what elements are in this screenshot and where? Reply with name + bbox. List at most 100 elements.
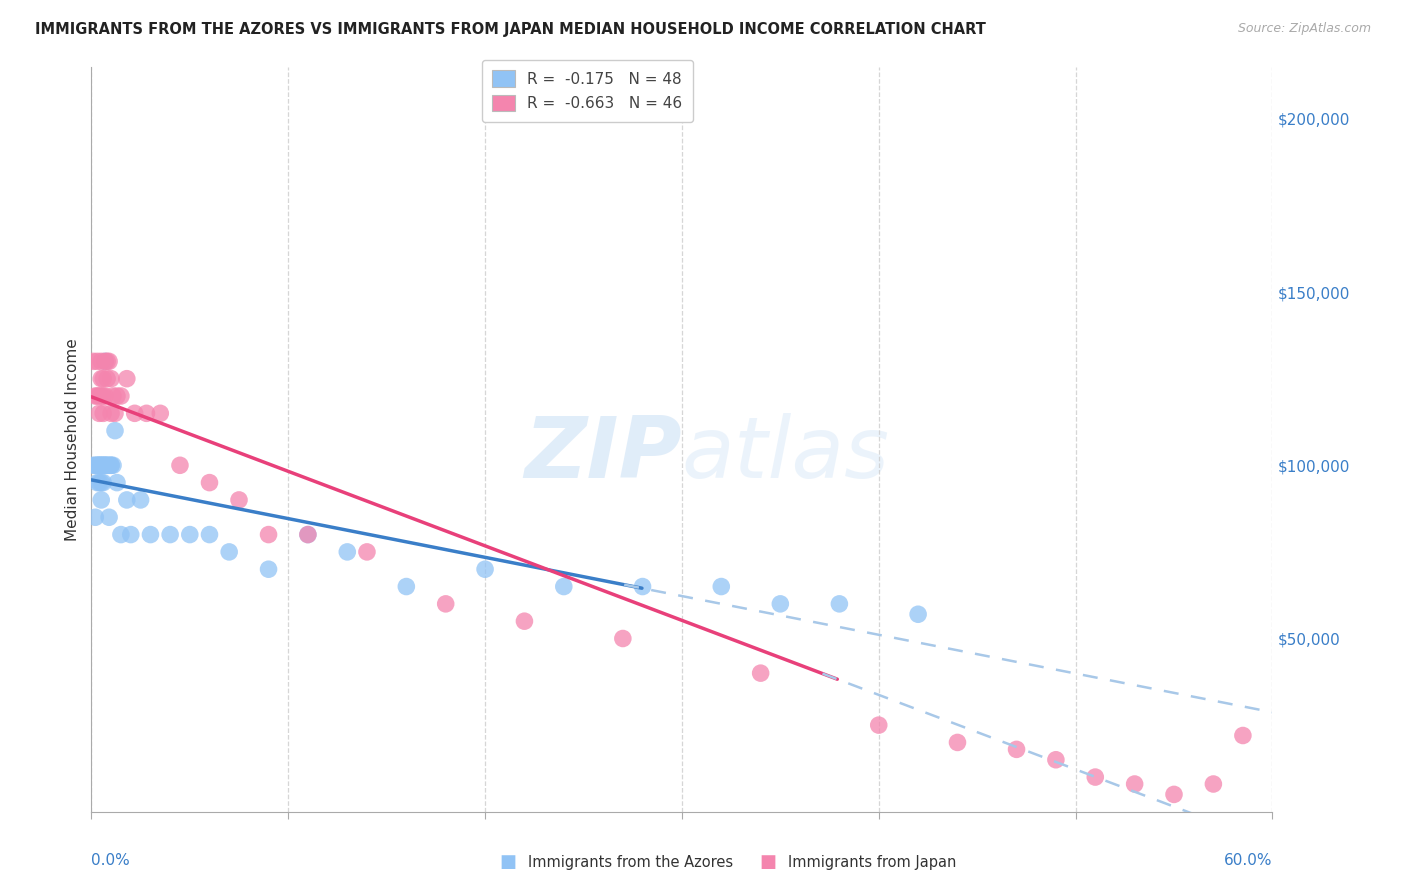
Point: [86, 354, 108, 368]
Point: [110, 527, 132, 541]
Text: IMMIGRANTS FROM THE AZORES VS IMMIGRANTS FROM JAPAN MEDIAN HOUSEHOLD INCOME CORR: IMMIGRANTS FROM THE AZORES VS IMMIGRANTS…: [35, 22, 986, 37]
Point: [84, 389, 107, 403]
Point: [159, 527, 181, 541]
Point: [297, 527, 319, 541]
Point: [94, 354, 117, 368]
Point: [1232, 729, 1254, 743]
Point: [336, 545, 359, 559]
Point: [100, 372, 122, 386]
Point: [946, 735, 969, 749]
Text: 0.0%: 0.0%: [91, 853, 131, 868]
Point: [129, 492, 152, 507]
Point: [100, 406, 122, 420]
Point: [1084, 770, 1107, 784]
Point: [631, 580, 654, 594]
Point: [474, 562, 496, 576]
Point: [91, 389, 114, 403]
Point: [110, 389, 132, 403]
Point: [179, 527, 201, 541]
Y-axis label: Median Household Income: Median Household Income: [65, 338, 80, 541]
Point: [90, 492, 112, 507]
Point: [169, 458, 191, 473]
Point: [98, 354, 121, 368]
Point: [395, 580, 418, 594]
Point: [513, 614, 536, 628]
Point: [90, 458, 112, 473]
Point: [90, 458, 112, 473]
Point: [1163, 788, 1185, 802]
Point: [94, 389, 117, 403]
Point: [96, 458, 118, 473]
Point: [907, 607, 929, 622]
Point: [94, 458, 117, 473]
Point: [82, 354, 104, 368]
Point: [94, 354, 117, 368]
Point: [139, 527, 162, 541]
Point: [96, 372, 118, 386]
Point: [86, 389, 108, 403]
Point: [104, 424, 127, 438]
Point: [434, 597, 457, 611]
Point: [89, 389, 111, 403]
Point: [105, 475, 128, 490]
Text: Source: ZipAtlas.com: Source: ZipAtlas.com: [1237, 22, 1371, 36]
Point: [104, 406, 127, 420]
Point: [89, 458, 111, 473]
Point: [257, 527, 280, 541]
Point: [91, 458, 114, 473]
Point: [89, 458, 111, 473]
Point: [1123, 777, 1146, 791]
Point: [115, 492, 138, 507]
Point: [612, 632, 634, 646]
Point: [356, 545, 378, 559]
Point: [1202, 777, 1225, 791]
Point: [91, 406, 114, 420]
Point: [769, 597, 792, 611]
Point: [868, 718, 890, 732]
Point: [86, 475, 108, 490]
Point: [82, 458, 104, 473]
Point: [1045, 753, 1067, 767]
Point: [105, 389, 128, 403]
Point: [257, 562, 280, 576]
Point: [101, 389, 124, 403]
Point: [86, 458, 108, 473]
Point: [90, 475, 112, 490]
Point: [84, 510, 107, 524]
Text: Immigrants from Japan: Immigrants from Japan: [789, 855, 956, 870]
Point: [100, 458, 122, 473]
Legend: R =  -0.175   N = 48, R =  -0.663   N = 46: R = -0.175 N = 48, R = -0.663 N = 46: [482, 60, 693, 122]
Text: 60.0%: 60.0%: [1225, 853, 1272, 868]
Point: [98, 458, 121, 473]
Point: [91, 372, 114, 386]
Point: [710, 580, 733, 594]
Point: [198, 527, 221, 541]
Point: [1005, 742, 1028, 756]
Point: [91, 458, 114, 473]
Point: [149, 406, 172, 420]
Text: ■: ■: [499, 853, 516, 871]
Point: [115, 372, 138, 386]
Point: [98, 510, 121, 524]
Point: [198, 475, 221, 490]
Point: [86, 458, 108, 473]
Point: [101, 458, 124, 473]
Point: [91, 475, 114, 490]
Point: [100, 458, 122, 473]
Point: [90, 354, 112, 368]
Point: [124, 406, 146, 420]
Point: [553, 580, 575, 594]
Point: [228, 492, 250, 507]
Point: [749, 666, 772, 681]
Point: [828, 597, 851, 611]
Point: [96, 458, 118, 473]
Point: [120, 527, 142, 541]
Text: ■: ■: [759, 853, 776, 871]
Point: [218, 545, 240, 559]
Point: [135, 406, 157, 420]
Point: [89, 406, 111, 420]
Point: [96, 354, 118, 368]
Text: Immigrants from the Azores: Immigrants from the Azores: [529, 855, 734, 870]
Text: ZIP: ZIP: [524, 413, 682, 496]
Point: [89, 475, 111, 490]
